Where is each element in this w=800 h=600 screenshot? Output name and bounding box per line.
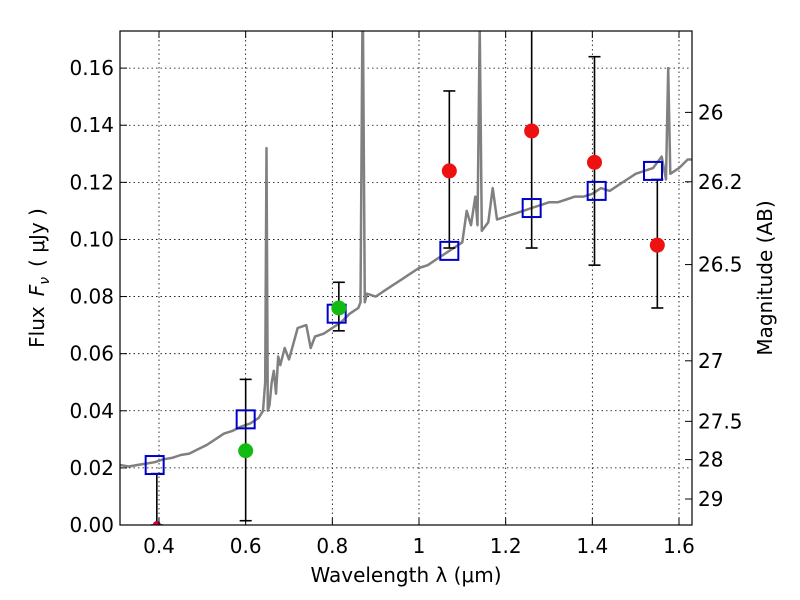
right-tick-label: 26 xyxy=(698,100,723,124)
x-tick-label: 1.6 xyxy=(663,534,695,558)
y-tick-label: 0.08 xyxy=(69,285,114,309)
y-axis-title: Flux Fν ( μJy ) xyxy=(25,208,53,348)
x-tick-label: 0.6 xyxy=(230,534,262,558)
y-tick-label: 0.02 xyxy=(69,456,114,480)
x-tick-label: 1 xyxy=(413,534,426,558)
red-detection-point xyxy=(441,163,457,179)
y-tick-label: 0.16 xyxy=(69,56,114,80)
plot-frame xyxy=(119,30,693,526)
y-tick-label: 0.00 xyxy=(69,513,114,537)
model-photometry-box xyxy=(439,240,460,261)
red-detection-point xyxy=(524,123,540,139)
right-axis-title: Magnitude (AB) xyxy=(753,200,777,355)
x-tick-label: 0.8 xyxy=(316,534,348,558)
green-detection-point xyxy=(238,443,254,459)
y-axis-title-prefix: Flux xyxy=(25,306,49,348)
right-tick-label: 26.2 xyxy=(698,170,743,194)
y-axis-title-symbol: F xyxy=(25,284,49,296)
right-tick-label: 29 xyxy=(698,487,723,511)
x-tick-label: 1.4 xyxy=(576,534,608,558)
model-photometry-box xyxy=(521,198,542,219)
model-photometry-box xyxy=(235,409,256,430)
y-tick-label: 0.12 xyxy=(69,170,114,194)
y-axis-title-subscript: ν xyxy=(37,277,53,285)
green-detection-point xyxy=(331,300,347,316)
model-photometry-box xyxy=(144,455,165,476)
right-tick-label: 27 xyxy=(698,349,723,373)
y-axis-title-unit: ( μJy ) xyxy=(25,208,49,267)
x-tick-label: 1.2 xyxy=(490,534,522,558)
x-tick-label: 0.4 xyxy=(143,534,175,558)
y-tick-label: 0.14 xyxy=(69,113,114,137)
right-tick-label: 26.5 xyxy=(698,253,743,277)
right-tick-label: 28 xyxy=(698,448,723,472)
y-tick-label: 0.04 xyxy=(69,399,114,423)
y-tick-label: 0.06 xyxy=(69,342,114,366)
model-photometry-box xyxy=(643,160,663,181)
axis-ticks: 0.4 0.6 0.8 1 1.2 1.4 1.6 0.00 0.02 0.04 0.06 0.08 0… xyxy=(69,31,743,558)
red-detection-point xyxy=(587,154,602,170)
y-tick-label: 0.10 xyxy=(69,227,114,251)
model-photometry-box xyxy=(586,180,607,201)
data-layer xyxy=(120,31,692,525)
x-axis-title: Wavelength λ (μm) xyxy=(310,563,501,587)
red-detection-point xyxy=(649,237,665,253)
right-tick-label: 27.5 xyxy=(698,409,743,433)
